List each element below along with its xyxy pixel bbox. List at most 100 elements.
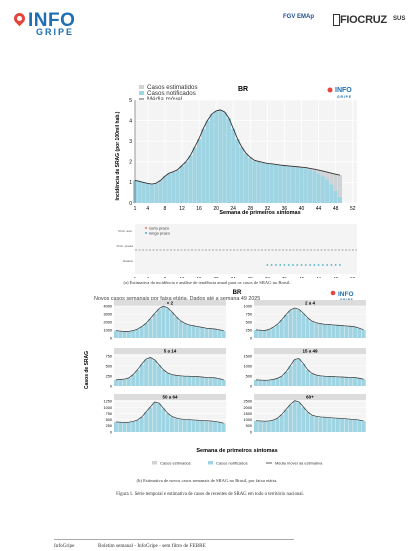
figure-b-bar (152, 402, 157, 432)
figure-b-panel-title: 50 a 64 (162, 395, 178, 400)
figure-b-bar (344, 419, 349, 432)
figure-b-bar (204, 377, 209, 386)
footer-left: InfoGripe (54, 543, 75, 549)
figure-b-bar (178, 321, 183, 338)
figure-b-bar (348, 377, 353, 386)
figure-a-xtick-label: 32 (265, 206, 271, 212)
figure-b-bar (174, 418, 179, 432)
figure-b-bar (152, 314, 157, 338)
figure-b-bar (305, 370, 310, 386)
figure-b-bar (187, 419, 192, 432)
figure-b-moving-average-line (255, 307, 364, 331)
figure-b-bar (258, 380, 263, 386)
figure-b-bar (344, 377, 349, 386)
figure-a-trend-xtick-label: 48 (333, 276, 338, 278)
figure-b-ytick-label: 250 (106, 424, 112, 428)
figure-b-bar (217, 378, 222, 386)
figure-a-ytick-label: 2 (129, 160, 132, 166)
figure-b-bar (191, 326, 196, 338)
figure-b-bar (348, 419, 353, 432)
figure-b-bar (144, 359, 149, 386)
figure-a-trend-point (321, 264, 324, 266)
figure-b-bar (348, 326, 353, 338)
fiocruz-icon (333, 14, 340, 26)
figure-b-logo-info: INFO (338, 291, 354, 298)
figure-b-bar (344, 326, 349, 338)
figure-a-xtick-label: 8 (163, 206, 166, 212)
figure-a-bar (269, 164, 274, 203)
figure-b-bar (208, 328, 213, 338)
figure-a-bar (201, 128, 206, 203)
figure-a-bar (214, 111, 219, 203)
figure-b-bar (279, 414, 284, 432)
figure-b-bar (292, 360, 297, 386)
figure-a-trend-point (304, 264, 307, 266)
figure-b-bar (187, 376, 192, 386)
figure-b-bar (331, 418, 336, 432)
figure-b-bar (318, 417, 323, 432)
figure-b-ytick-label: 2000 (104, 320, 112, 324)
figure-b-bar (271, 379, 276, 386)
figure-a-bar (145, 183, 150, 203)
figure-a-bar (218, 110, 223, 203)
figure-b-bar (157, 403, 161, 432)
footer-divider (54, 539, 294, 540)
figure-b-panel-strip (254, 348, 366, 354)
figure-a-bar (141, 182, 146, 203)
figure-b-panel: 5 a 14 0 250 500 750 (106, 348, 226, 388)
figure-b-bar (170, 416, 174, 432)
figure-a-trend-point (279, 264, 282, 266)
figure-b-bar (331, 376, 336, 386)
figure-b-bar (288, 310, 293, 338)
info-gripe-pin-icon (11, 10, 28, 27)
figure-b-bar (271, 327, 276, 338)
figure-a-bar (278, 165, 283, 203)
figure-b-bar (208, 377, 213, 386)
figure-b-ytick-label: 0 (250, 384, 252, 388)
figure-a-trend-xtick-label: 4 (147, 276, 150, 278)
figure-b-bar (262, 330, 267, 338)
figure-b-ytick-label: 500 (246, 374, 252, 378)
figure-b-bar (148, 407, 153, 432)
info-gripe-logo: INFO (28, 10, 76, 31)
figure-a-legend-label: Casos notificados (147, 90, 196, 97)
figure-a-trend-legend-long-swatch (145, 232, 147, 234)
figure-a-trend-point (270, 264, 273, 266)
figure-b-bar (271, 420, 276, 432)
figure-b-bar (122, 331, 127, 338)
figure-b-bar (178, 419, 183, 432)
figure-a-estimate-bar (308, 168, 313, 170)
sus-logo: SUS (393, 16, 406, 22)
figure-a-caption: (a) Estimativa da incidência e análise d… (123, 280, 291, 285)
figure-a-xtick-label: 48 (333, 206, 339, 212)
figure-b-panel-title: 5 a 14 (164, 349, 177, 354)
figure-b-panel: 2 a 4 0 250 500 750 1000 (244, 300, 366, 340)
figure-a-estimate-bar (320, 171, 325, 177)
figure-b-bar (357, 378, 362, 386)
figure-b-panel-title: 60+ (306, 395, 314, 400)
figure-a-pin-icon (327, 87, 333, 93)
figure-a-trend-legend-label: longo prazo (149, 231, 171, 236)
figure-b-bar (357, 420, 362, 432)
figure-b-panel-strip (114, 394, 226, 400)
figure-a-bar (209, 114, 214, 203)
figure-a-bar (154, 183, 159, 203)
figure-a-bar (197, 139, 202, 203)
figure-b-bar (297, 309, 301, 338)
figure-a-bar (175, 170, 180, 203)
figure-a-ylabel: Incidência de SRAG (por 100mil hab.) (115, 111, 121, 200)
figure-b-bar (139, 364, 144, 386)
figure-a-trend-point (287, 264, 290, 266)
figure-b-bar (139, 326, 144, 338)
figure-b-bar (191, 420, 196, 432)
figure-a-bar (329, 184, 334, 203)
figure-a-moving-average-line (134, 109, 341, 185)
figure-b-moving-average-line (115, 357, 224, 381)
figure-a-trend-point (292, 264, 294, 266)
figure-a-bar (252, 160, 257, 203)
figure-b-bar (292, 308, 297, 338)
figure-b-bar (182, 323, 187, 338)
figure-b-ytick-label: 1000 (104, 406, 112, 410)
figure-a-logo-info: INFO (335, 87, 352, 94)
